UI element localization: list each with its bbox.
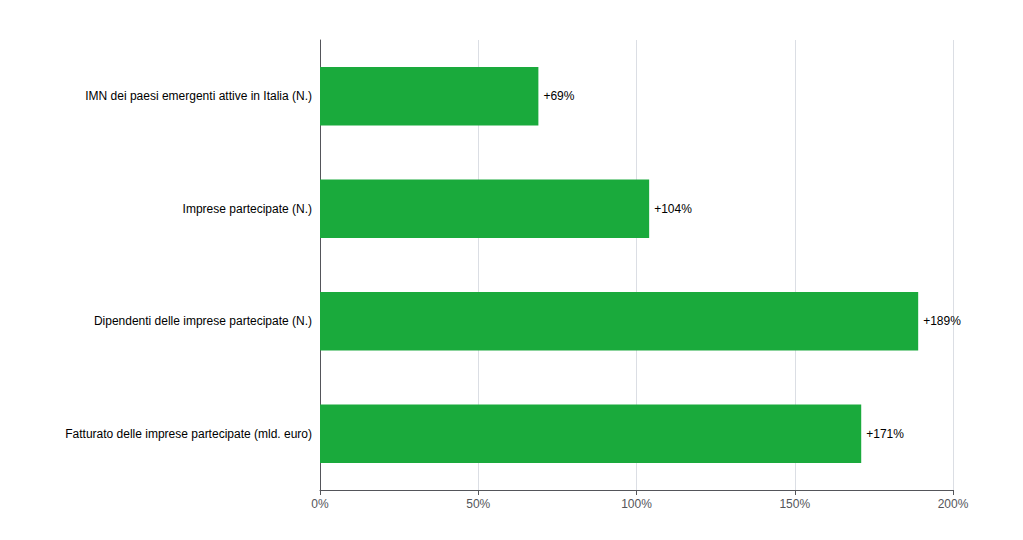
svg-text:150%: 150% (779, 497, 810, 511)
svg-text:100%: 100% (621, 497, 652, 511)
svg-text:+189%: +189% (923, 314, 961, 328)
svg-text:Dipendenti delle imprese parte: Dipendenti delle imprese partecipate (N.… (94, 314, 312, 328)
svg-text:0%: 0% (311, 497, 329, 511)
svg-text:50%: 50% (466, 497, 490, 511)
svg-text:Fatturato delle imprese partec: Fatturato delle imprese partecipate (mld… (65, 427, 312, 441)
svg-text:Imprese partecipate (N.): Imprese partecipate (N.) (183, 202, 312, 216)
svg-text:+69%: +69% (543, 89, 574, 103)
svg-text:200%: 200% (938, 497, 969, 511)
svg-text:IMN dei paesi emergenti attive: IMN dei paesi emergenti attive in Italia… (85, 89, 312, 103)
svg-text:+171%: +171% (866, 427, 904, 441)
svg-text:+104%: +104% (654, 202, 692, 216)
